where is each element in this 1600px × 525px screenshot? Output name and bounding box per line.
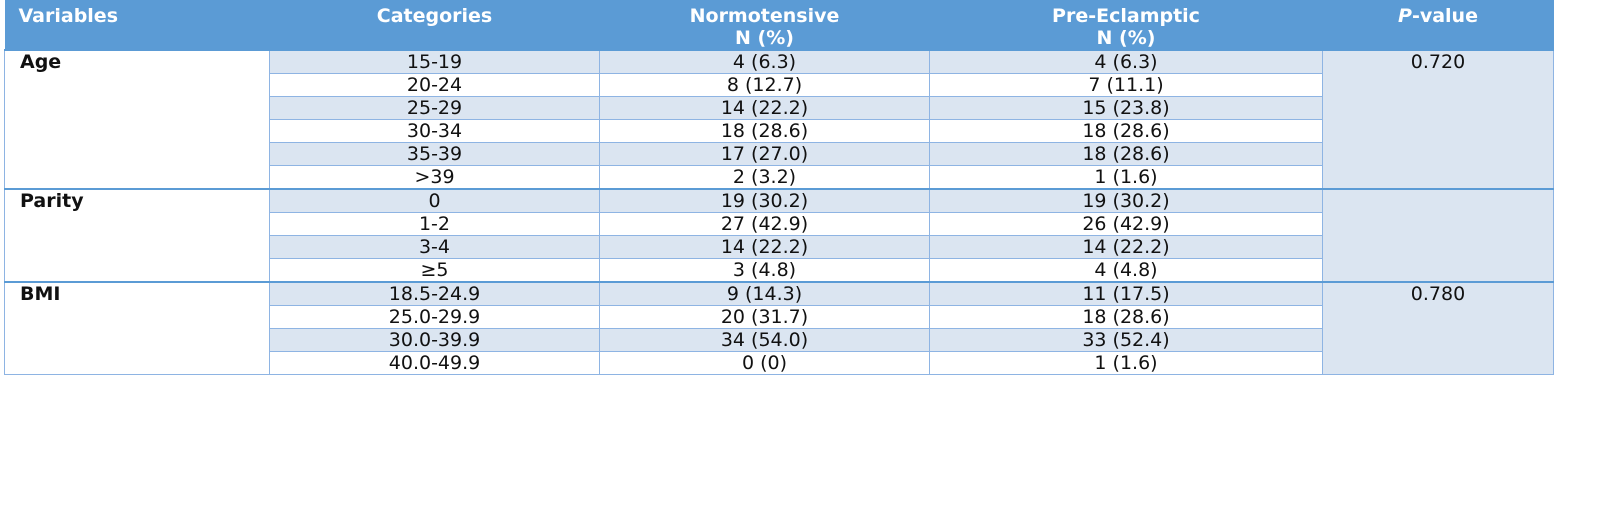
category-cell: ≥5 <box>269 258 600 283</box>
preeclamptic-cell: 4 (6.3) <box>929 49 1323 74</box>
preeclamptic-cell: 18 (28.6) <box>929 142 1323 166</box>
preeclamptic-cell: 1 (1.6) <box>929 351 1323 375</box>
normotensive-cell: 34 (54.0) <box>599 328 930 352</box>
p-value-cell: 0.780 <box>1322 281 1554 375</box>
preeclamptic-cell: 26 (42.9) <box>929 212 1323 236</box>
preeclamptic-cell: 18 (28.6) <box>929 119 1323 143</box>
preeclamptic-cell: 33 (52.4) <box>929 328 1323 352</box>
header-preeclamptic: Pre-Eclamptic N (%) <box>929 0 1323 50</box>
normotensive-cell: 4 (6.3) <box>599 49 930 74</box>
table-row: 3-4 14 (22.2) 14 (22.2) <box>5 235 1554 259</box>
table-row: Age 15-19 4 (6.3) 4 (6.3) 0.720 <box>4 49 1554 190</box>
table-row: 25.0-29.9 20 (31.7) 18 (28.6) <box>5 305 1554 329</box>
category-cell: 0 <box>269 188 600 213</box>
table-row: 1-2 27 (42.9) 26 (42.9) <box>5 212 1554 236</box>
preeclamptic-cell: 1 (1.6) <box>929 165 1323 190</box>
preeclamptic-cell: 11 (17.5) <box>929 281 1323 306</box>
normotensive-cell: 9 (14.3) <box>599 281 930 306</box>
category-cell: 30.0-39.9 <box>269 328 600 352</box>
p-value-cell <box>1322 188 1554 283</box>
preeclamptic-cell: 14 (22.2) <box>929 235 1323 259</box>
category-cell: 20-24 <box>269 73 600 97</box>
demographics-table: Variables Categories Normotensive N (%) … <box>4 0 1554 375</box>
normotensive-cell: 17 (27.0) <box>599 142 930 166</box>
normotensive-cell: 8 (12.7) <box>599 73 930 97</box>
table-row: 40.0-49.9 0 (0) 1 (1.6) <box>5 351 1554 375</box>
category-cell: 18.5-24.9 <box>269 281 600 306</box>
category-cell: 25.0-29.9 <box>269 305 600 329</box>
header-pvalue: P-value <box>1322 0 1554 50</box>
table-row: 30-34 18 (28.6) 18 (28.6) <box>5 119 1554 143</box>
header-normotensive-unit: N (%) <box>735 27 794 49</box>
p-value-cell: 0.720 <box>1322 49 1554 190</box>
table-row: ≥5 3 (4.8) 4 (4.8) <box>5 258 1554 283</box>
header-categories: Categories <box>269 0 600 50</box>
category-cell: 1-2 <box>269 212 600 236</box>
category-cell: 15-19 <box>269 49 600 74</box>
category-cell: 40.0-49.9 <box>269 351 600 375</box>
normotensive-cell: 14 (22.2) <box>599 96 930 120</box>
normotensive-cell: 27 (42.9) <box>599 212 930 236</box>
normotensive-cell: 20 (31.7) <box>599 305 930 329</box>
variable-cell: BMI <box>4 281 270 375</box>
preeclamptic-cell: 19 (30.2) <box>929 188 1323 213</box>
table-row: Parity 0 19 (30.2) 19 (30.2) <box>4 188 1554 283</box>
preeclamptic-cell: 18 (28.6) <box>929 305 1323 329</box>
preeclamptic-cell: 7 (11.1) <box>929 73 1323 97</box>
header-variables: Variables <box>4 0 270 50</box>
variable-cell: Parity <box>4 188 270 283</box>
table-row: 30.0-39.9 34 (54.0) 33 (52.4) <box>5 328 1554 352</box>
normotensive-cell: 14 (22.2) <box>599 235 930 259</box>
preeclamptic-cell: 15 (23.8) <box>929 96 1323 120</box>
header-pvalue-italic: P <box>1398 5 1412 27</box>
table-row: >39 2 (3.2) 1 (1.6) <box>5 165 1554 190</box>
category-cell: >39 <box>269 165 600 190</box>
header-preeclamptic-label: Pre-Eclamptic <box>1052 5 1200 27</box>
table-row: BMI 18.5-24.9 9 (14.3) 11 (17.5) 0.780 <box>4 281 1554 375</box>
header-normotensive-label: Normotensive <box>689 5 840 27</box>
header-preeclamptic-unit: N (%) <box>1096 27 1156 49</box>
header-pvalue-rest: -value <box>1411 5 1478 27</box>
normotensive-cell: 2 (3.2) <box>599 165 930 190</box>
table-header: Variables Categories Normotensive N (%) … <box>4 0 1554 50</box>
normotensive-cell: 3 (4.8) <box>599 258 930 283</box>
category-cell: 25-29 <box>269 96 600 120</box>
category-cell: 3-4 <box>269 235 600 259</box>
normotensive-cell: 18 (28.6) <box>599 119 930 143</box>
category-cell: 30-34 <box>269 119 600 143</box>
table-row: 20-24 8 (12.7) 7 (11.1) <box>5 73 1554 97</box>
variable-cell: Age <box>4 49 270 190</box>
header-normotensive: Normotensive N (%) <box>599 0 930 50</box>
normotensive-cell: 19 (30.2) <box>599 188 930 213</box>
normotensive-cell: 0 (0) <box>599 351 930 375</box>
table-row: 35-39 17 (27.0) 18 (28.6) <box>5 142 1554 166</box>
category-cell: 35-39 <box>269 142 600 166</box>
preeclamptic-cell: 4 (4.8) <box>929 258 1323 283</box>
table-body: Age 15-19 4 (6.3) 4 (6.3) 0.720 20-24 8 (12.7)… <box>4 49 1554 375</box>
